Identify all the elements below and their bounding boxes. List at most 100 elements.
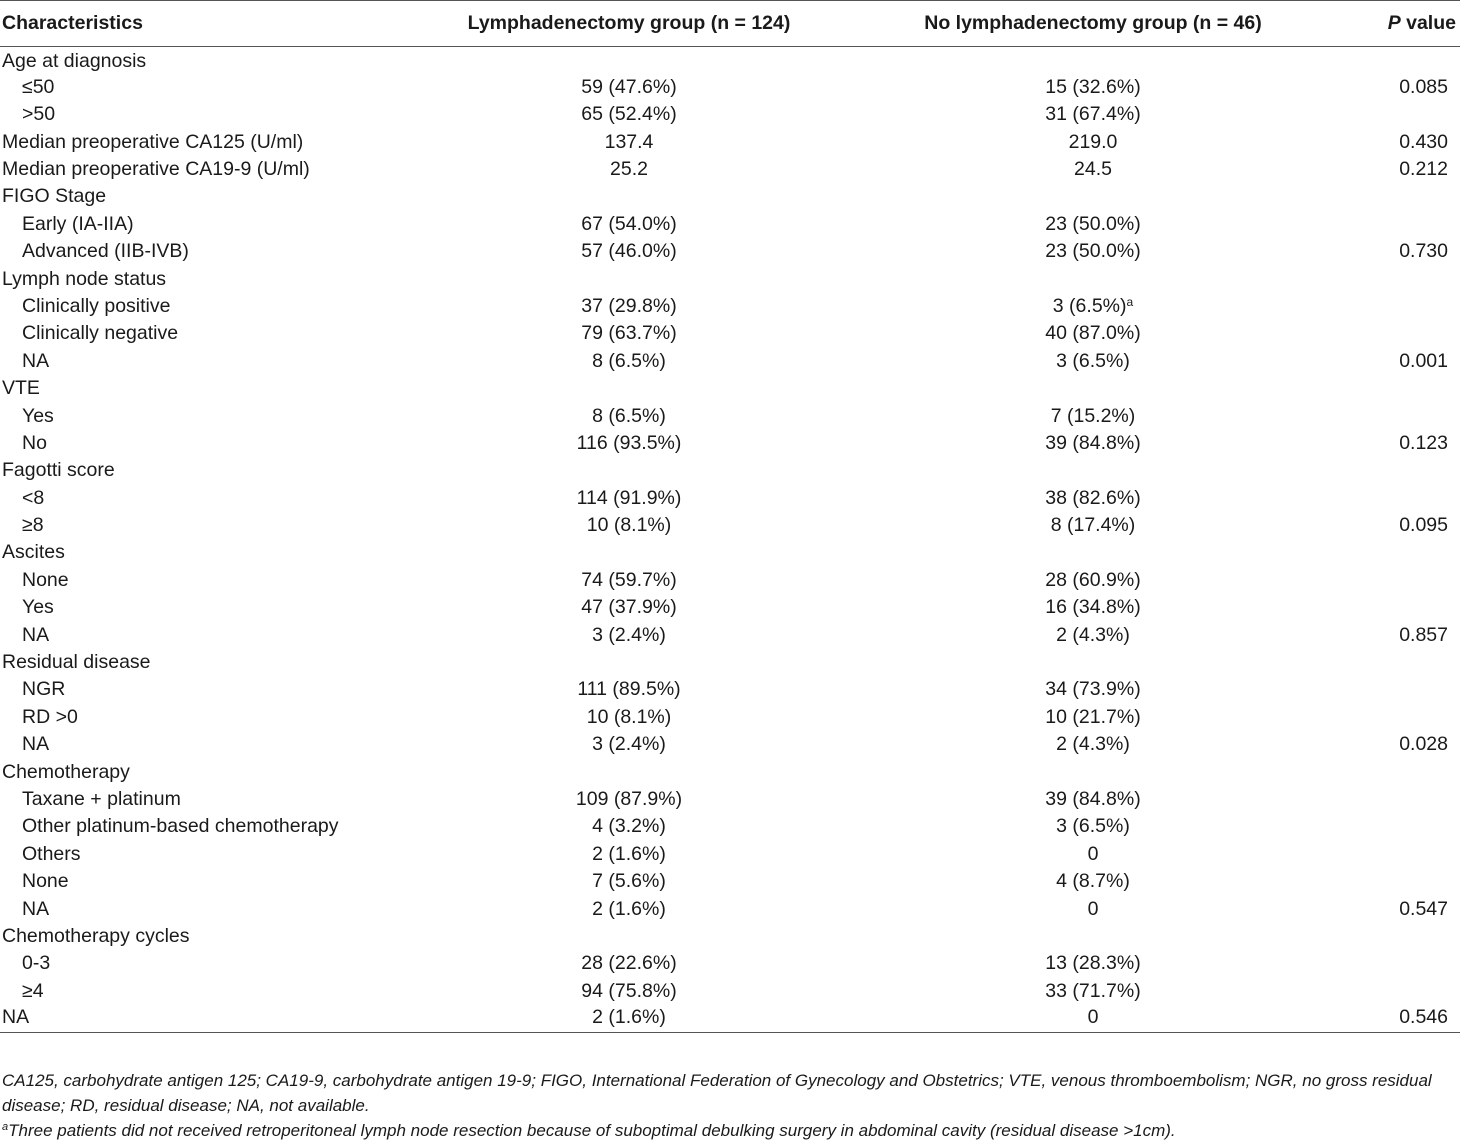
lymphadenectomy-value: 2 (1.6%) — [410, 841, 848, 868]
lymphadenectomy-value-text: 47 (37.9%) — [581, 596, 677, 619]
p-value — [1338, 786, 1460, 813]
p-value — [1338, 266, 1460, 293]
row-label-text: Ascites — [2, 541, 65, 564]
lymphadenectomy-value: 4 (3.2%) — [410, 813, 848, 840]
row-label: Chemotherapy — [0, 759, 410, 786]
no-lymphadenectomy-value-text: 31 (67.4%) — [1045, 103, 1141, 126]
no-lymphadenectomy-value-text: 219.0 — [1068, 130, 1118, 153]
table-body: Age at diagnosis ≤50 59 (47.6%) 15 (32.6%) 0… — [0, 47, 1460, 1034]
lymphadenectomy-value: 10 (8.1%) — [410, 704, 848, 731]
row-label-text: Advanced (IIB-IVB) — [22, 240, 189, 263]
lymphadenectomy-value — [410, 540, 848, 567]
no-lymphadenectomy-value: 39 (84.8%) — [848, 786, 1338, 813]
no-lymphadenectomy-value-text: 38 (82.6%) — [1045, 486, 1141, 509]
p-value-text: 0.085 — [1399, 75, 1448, 98]
lymphadenectomy-value — [410, 266, 848, 293]
no-lymphadenectomy-value — [848, 266, 1338, 293]
header-p-italic: P — [1387, 12, 1401, 34]
lymphadenectomy-value-text: 2 (1.6%) — [592, 1005, 666, 1028]
lymphadenectomy-value-text: 28 (22.6%) — [581, 952, 677, 975]
row-label-text: Others — [22, 842, 81, 865]
p-value-text: 0.212 — [1399, 158, 1448, 180]
p-value — [1338, 101, 1460, 128]
row-label: Taxane + platinum — [0, 786, 410, 813]
p-value — [1338, 47, 1460, 74]
p-value: 0.001 — [1338, 348, 1460, 375]
header-lymphadenectomy-group: Lymphadenectomy group (n = 124) — [410, 0, 848, 47]
p-value: 0.095 — [1338, 512, 1460, 539]
row-label: NA — [0, 622, 410, 649]
p-value: 0.123 — [1338, 430, 1460, 457]
lymphadenectomy-value-text: 3 (2.4%) — [592, 733, 666, 756]
row-label: None — [0, 868, 410, 895]
table-header-row: Characteristics Lymphadenectomy group (n… — [0, 0, 1460, 47]
p-value: 0.546 — [1338, 1005, 1460, 1034]
row-label-text: Chemotherapy — [2, 760, 130, 783]
row-label: Fagotti score — [0, 457, 410, 484]
lymphadenectomy-value: 10 (8.1%) — [410, 512, 848, 539]
row-label-text: Yes — [22, 596, 54, 619]
p-value — [1338, 540, 1460, 567]
row-label-text: <8 — [22, 486, 45, 509]
no-lymphadenectomy-value: 4 (8.7%) — [848, 868, 1338, 895]
lymphadenectomy-value: 94 (75.8%) — [410, 978, 848, 1005]
row-label-text: None — [22, 870, 69, 893]
lymphadenectomy-value-text: 4 (3.2%) — [592, 815, 666, 838]
p-value — [1338, 868, 1460, 895]
lymphadenectomy-value: 8 (6.5%) — [410, 403, 848, 430]
lymphadenectomy-value: 116 (93.5%) — [410, 430, 848, 457]
no-lymphadenectomy-value-text: 3 (6.5%) — [1052, 294, 1127, 317]
lymphadenectomy-value-text: 10 (8.1%) — [586, 705, 672, 728]
no-lymphadenectomy-value: 13 (28.3%) — [848, 950, 1338, 977]
no-lymphadenectomy-value: 8 (17.4%) — [848, 512, 1338, 539]
row-label-text: NA — [2, 1005, 30, 1028]
no-lymphadenectomy-value: 33 (71.7%) — [848, 978, 1338, 1005]
no-lymphadenectomy-value-text: 24.5 — [1074, 158, 1112, 180]
table-row: NGR 111 (89.5%) 34 (73.9%) — [0, 676, 1460, 703]
row-label: FIGO Stage — [0, 183, 410, 210]
table-row: <8 114 (91.9%) 38 (82.6%) — [0, 485, 1460, 512]
table-row: Ascites — [0, 540, 1460, 567]
p-value: 0.028 — [1338, 731, 1460, 758]
p-value — [1338, 704, 1460, 731]
no-lymphadenectomy-value-text: 28 (60.9%) — [1045, 568, 1141, 591]
row-label: Median preoperative CA19-9 (U/ml) — [0, 156, 410, 183]
table-row: Yes 47 (37.9%) 16 (34.8%) — [0, 594, 1460, 621]
table-footnotes: CA125, carbohydrate antigen 125; CA19-9,… — [2, 1068, 1458, 1143]
lymphadenectomy-value: 65 (52.4%) — [410, 101, 848, 128]
no-lymphadenectomy-value-text: 8 (17.4%) — [1050, 514, 1136, 537]
lymphadenectomy-value-text: 114 (91.9%) — [576, 486, 682, 509]
table-row: FIGO Stage — [0, 183, 1460, 210]
header-p-rest: value — [1400, 12, 1456, 34]
no-lymphadenectomy-value: 23 (50.0%) — [848, 211, 1338, 238]
table-row: Taxane + platinum 109 (87.9%) 39 (84.8%) — [0, 786, 1460, 813]
no-lymphadenectomy-value — [848, 457, 1338, 484]
lymphadenectomy-value-text: 116 (93.5%) — [576, 431, 682, 454]
lymphadenectomy-value — [410, 375, 848, 402]
no-lymphadenectomy-value: 2 (4.3%) — [848, 622, 1338, 649]
table-row: Median preoperative CA19-9 (U/ml) 25.2 24.… — [0, 156, 1460, 183]
lymphadenectomy-value: 7 (5.6%) — [410, 868, 848, 895]
no-lymphadenectomy-value-text: 0 — [1087, 842, 1099, 865]
lymphadenectomy-value-text: 7 (5.6%) — [592, 870, 666, 893]
p-value — [1338, 759, 1460, 786]
table-row: >50 65 (52.4%) 31 (67.4%) — [0, 101, 1460, 128]
lymphadenectomy-value-text: 111 (89.5%) — [577, 678, 681, 701]
p-value: 0.430 — [1338, 129, 1460, 156]
lymphadenectomy-value-text: 10 (8.1%) — [586, 514, 672, 537]
p-value — [1338, 978, 1460, 1005]
no-lymphadenectomy-value: 10 (21.7%) — [848, 704, 1338, 731]
row-label-text: Clinically negative — [22, 322, 179, 345]
lymphadenectomy-value: 111 (89.5%) — [410, 676, 848, 703]
no-lymphadenectomy-value: 0 — [848, 896, 1338, 923]
table-row: Lymph node status — [0, 266, 1460, 293]
lymphadenectomy-value: 137.4 — [410, 129, 848, 156]
row-label: Median preoperative CA125 (U/ml) — [0, 129, 410, 156]
p-value: 0.212 — [1338, 156, 1460, 183]
row-label-text: NA — [22, 349, 50, 372]
row-label: Chemotherapy cycles — [0, 923, 410, 950]
p-value — [1338, 457, 1460, 484]
table-row: NA 3 (2.4%) 2 (4.3%) 0.028 — [0, 731, 1460, 758]
lymphadenectomy-value: 3 (2.4%) — [410, 731, 848, 758]
no-lymphadenectomy-value: 7 (15.2%) — [848, 403, 1338, 430]
